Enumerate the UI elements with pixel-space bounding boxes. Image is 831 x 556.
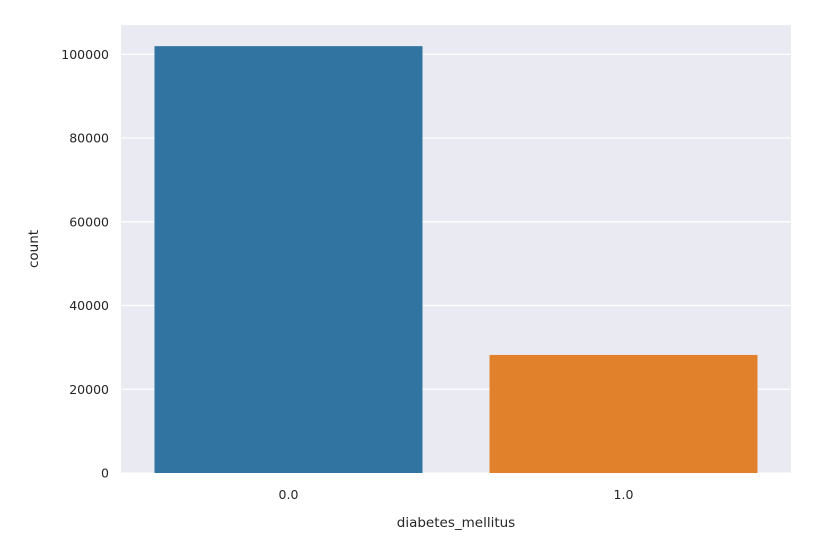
y-tick-label: 0 <box>101 466 109 481</box>
bar-1.0 <box>489 354 758 473</box>
x-tick-label: 1.0 <box>614 487 634 502</box>
y-tick-label: 60000 <box>69 214 109 229</box>
y-tick-label: 100000 <box>61 47 109 62</box>
y-tick-label: 80000 <box>69 131 109 146</box>
y-axis-label: count <box>26 230 42 268</box>
bars <box>154 46 758 474</box>
y-tick-labels: 0 20000 40000 60000 80000 100000 <box>61 47 109 481</box>
x-tick-labels: 0.0 1.0 <box>279 487 634 502</box>
y-tick-label: 40000 <box>69 298 109 313</box>
y-tick-label: 20000 <box>69 382 109 397</box>
x-tick-label: 0.0 <box>279 487 299 502</box>
bar-0.0 <box>154 46 423 474</box>
x-axis-label: diabetes_mellitus <box>397 515 515 531</box>
